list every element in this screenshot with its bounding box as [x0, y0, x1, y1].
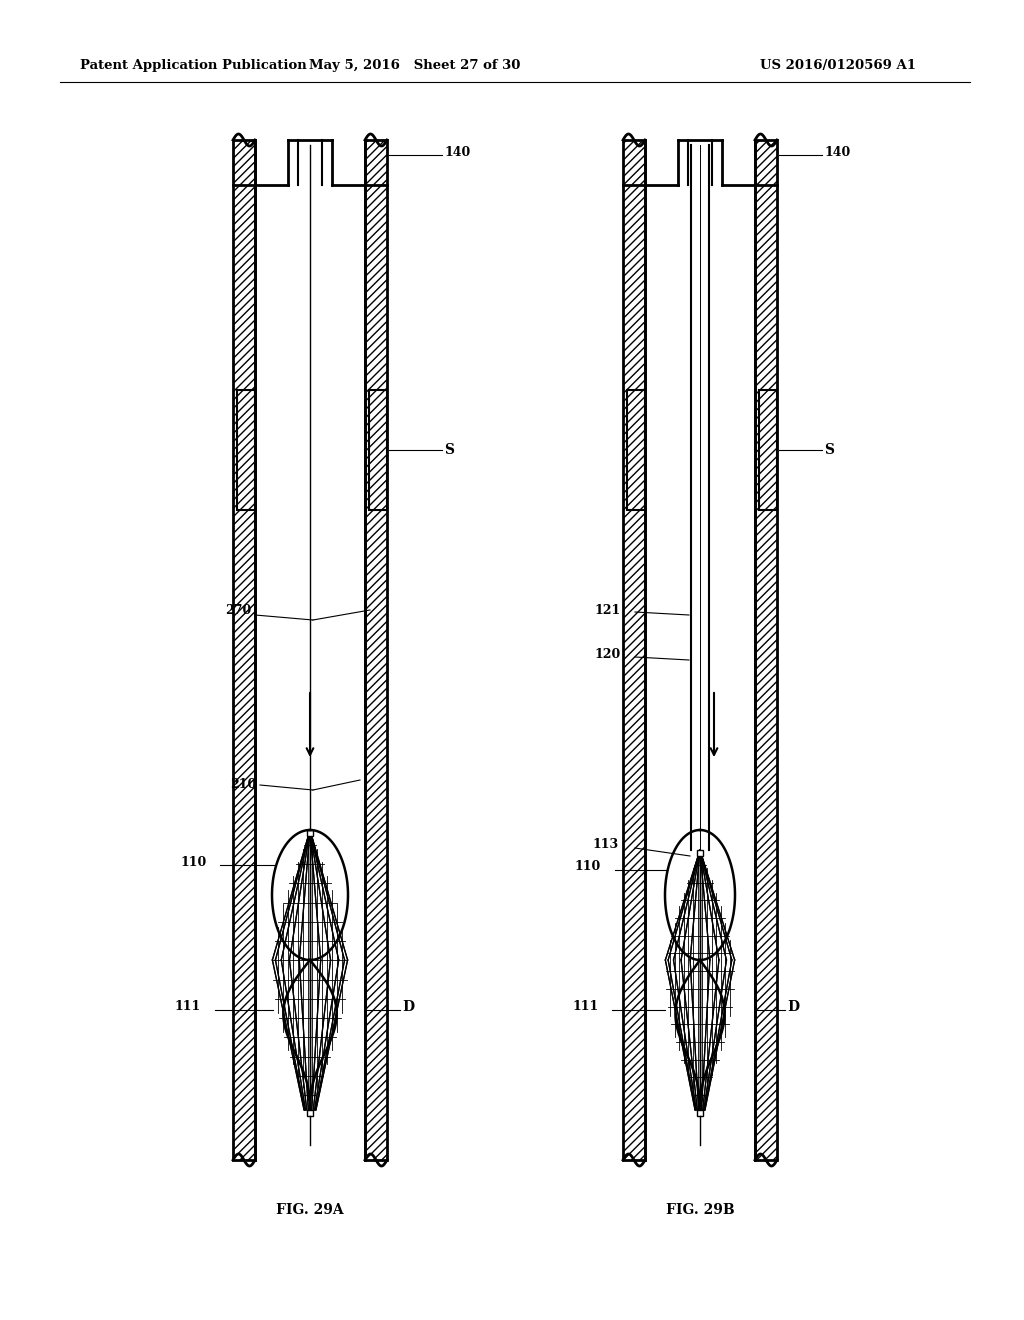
Text: 121: 121: [595, 603, 622, 616]
Bar: [307, 830, 313, 836]
Text: FIG. 29A: FIG. 29A: [276, 1203, 344, 1217]
Bar: [623, 140, 645, 1160]
Text: 113: 113: [593, 838, 620, 851]
Bar: [623, 140, 645, 1160]
Text: 110: 110: [575, 861, 601, 874]
Text: 111: 111: [175, 1001, 202, 1014]
Bar: [307, 1110, 313, 1115]
Bar: [759, 389, 777, 510]
Bar: [237, 389, 255, 510]
Text: 140: 140: [444, 145, 470, 158]
Bar: [755, 140, 777, 1160]
Text: 210: 210: [230, 779, 256, 792]
Bar: [369, 389, 387, 510]
Text: 111: 111: [572, 1001, 598, 1014]
Bar: [755, 140, 777, 1160]
Bar: [233, 140, 255, 1160]
Bar: [697, 850, 703, 855]
Bar: [233, 140, 255, 1160]
Bar: [697, 1110, 703, 1115]
Bar: [627, 389, 645, 510]
Text: S: S: [444, 444, 454, 457]
Text: 270: 270: [225, 603, 251, 616]
Text: 120: 120: [595, 648, 622, 661]
Text: 110: 110: [180, 855, 206, 869]
Text: D: D: [787, 1001, 799, 1014]
Text: FIG. 29B: FIG. 29B: [666, 1203, 734, 1217]
Bar: [369, 389, 387, 510]
Bar: [365, 140, 387, 1160]
Text: 140: 140: [824, 145, 850, 158]
Text: Patent Application Publication: Patent Application Publication: [80, 58, 307, 71]
Bar: [365, 140, 387, 1160]
Bar: [759, 389, 777, 510]
Text: May 5, 2016   Sheet 27 of 30: May 5, 2016 Sheet 27 of 30: [309, 58, 520, 71]
Bar: [627, 389, 645, 510]
Text: D: D: [402, 1001, 414, 1014]
Text: S: S: [824, 444, 834, 457]
Bar: [237, 389, 255, 510]
Text: US 2016/0120569 A1: US 2016/0120569 A1: [760, 58, 916, 71]
